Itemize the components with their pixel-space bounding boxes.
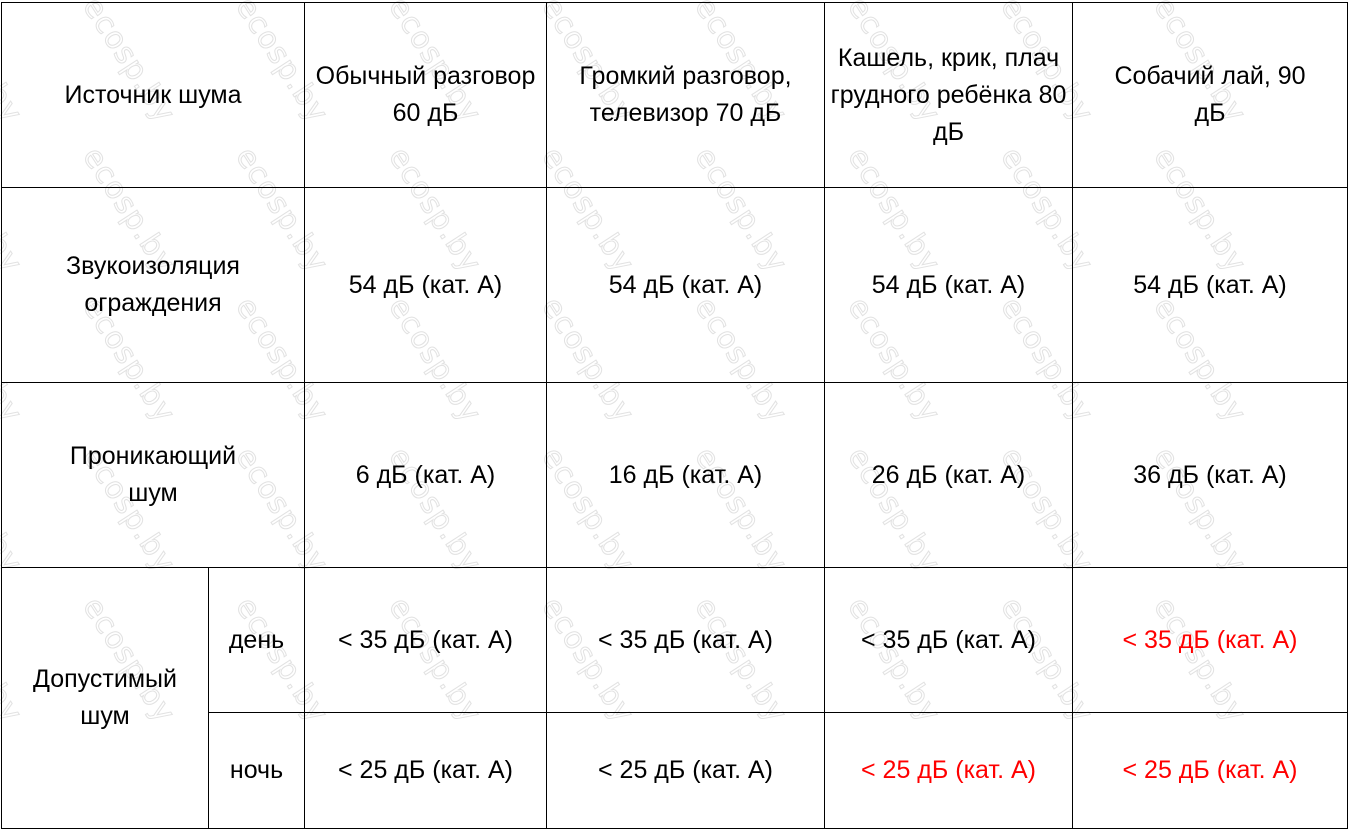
allowed-night-row: ночь < 25 дБ (кат. А) < 25 дБ (кат. А) <… [2,712,1348,829]
penetrating-row: Проникающий шум 6 дБ (кат. А) 16 дБ (кат… [1,382,1348,568]
cell: 16 дБ (кат. А) [546,382,825,568]
sub-label-day: день [208,567,305,713]
cell: < 35 дБ (кат. А) [1072,567,1348,713]
insulation-row: Звукоизоляция ограждения 54 дБ (кат. А) … [1,187,1348,383]
column-header: Кашель, крик, плач грудного ребёнка 80 д… [824,2,1073,188]
cell: < 25 дБ (кат. А) [304,712,547,829]
cell: 54 дБ (кат. А) [304,187,547,383]
cell: < 25 дБ (кат. А) [824,712,1073,829]
cell: 36 дБ (кат. А) [1072,382,1348,568]
row-label: Допустимый шум [1,567,209,829]
cell: 26 дБ (кат. А) [824,382,1073,568]
row-label: Проникающий шум [1,382,305,568]
allowed-day-row: Допустимый шум день < 35 дБ (кат. А) < 3… [1,567,1348,829]
cell: < 35 дБ (кат. А) [304,567,547,713]
cell: 54 дБ (кат. А) [546,187,825,383]
header-row: Источник шума Обычный разговор 60 дБ Гро… [1,2,1348,188]
cell: < 35 дБ (кат. А) [546,567,825,713]
cell: < 35 дБ (кат. А) [824,567,1073,713]
cell: < 25 дБ (кат. А) [1072,712,1348,829]
column-header: Собачий лай, 90 дБ [1072,2,1348,188]
row-label: Звукоизоляция ограждения [1,187,305,383]
cell: 54 дБ (кат. А) [824,187,1073,383]
cell: 54 дБ (кат. А) [1072,187,1348,383]
sub-label-night: ночь [208,712,305,829]
column-header: Обычный разговор 60 дБ [304,2,547,188]
column-header: Громкий разговор, телевизор 70 дБ [546,2,825,188]
cell: 6 дБ (кат. А) [304,382,547,568]
source-label: Источник шума [1,2,305,188]
cell: < 25 дБ (кат. А) [546,712,825,829]
